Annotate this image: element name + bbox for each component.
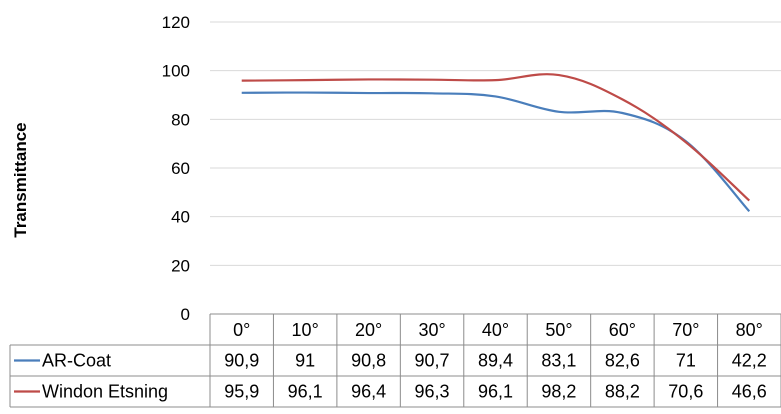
table-cell: 89,4 xyxy=(478,351,513,371)
category-label: 0° xyxy=(233,320,250,340)
table-cell: 96,3 xyxy=(415,382,450,402)
y-tick-label: 80 xyxy=(171,110,190,129)
data-table: 0° 10° 20° 30° 40° 50° 60° 70° 80° AR-Coat 90,9 91 9… xyxy=(9,313,781,408)
legend-label: AR-Coat xyxy=(42,351,111,371)
table-cell: 42,2 xyxy=(732,351,767,371)
y-axis-ticks: 0 20 40 60 80 100 120 xyxy=(162,13,190,324)
category-label: 80° xyxy=(736,320,763,340)
y-tick-label: 120 xyxy=(162,13,190,32)
table-cell: 46,6 xyxy=(732,382,767,402)
table-cell: 71 xyxy=(676,351,696,371)
table-cell: 96,1 xyxy=(288,382,323,402)
y-tick-label: 0 xyxy=(181,305,190,324)
y-tick-label: 20 xyxy=(171,256,190,275)
y-axis-label: Transmittance xyxy=(11,122,30,237)
table-cell: 98,2 xyxy=(541,382,576,402)
category-label: 60° xyxy=(609,320,636,340)
table-cell: 88,2 xyxy=(605,382,640,402)
series-line-1 xyxy=(241,91,751,213)
y-tick-label: 100 xyxy=(162,62,190,81)
category-label: 10° xyxy=(292,320,319,340)
category-label: 20° xyxy=(355,320,382,340)
y-tick-label: 40 xyxy=(171,208,190,227)
table-cell: 96,4 xyxy=(351,382,386,402)
table-cell: 82,6 xyxy=(605,351,640,371)
table-cell: 96,1 xyxy=(478,382,513,402)
category-label: 30° xyxy=(418,320,445,340)
category-label: 70° xyxy=(672,320,699,340)
table-cell: 70,6 xyxy=(668,382,703,402)
legend-label: Windon Etsning xyxy=(42,382,168,402)
category-label: 40° xyxy=(482,320,509,340)
table-cell: 90,7 xyxy=(415,351,450,371)
y-tick-label: 60 xyxy=(171,159,190,178)
category-label: 50° xyxy=(545,320,572,340)
table-cell: 83,1 xyxy=(541,351,576,371)
table-cell: 91 xyxy=(295,351,315,371)
series-line-2 xyxy=(241,73,751,202)
series-lines xyxy=(241,73,751,213)
table-cell: 90,9 xyxy=(224,351,259,371)
table-cell: 90,8 xyxy=(351,351,386,371)
gridlines xyxy=(210,21,781,266)
table-cell: 95,9 xyxy=(224,382,259,402)
